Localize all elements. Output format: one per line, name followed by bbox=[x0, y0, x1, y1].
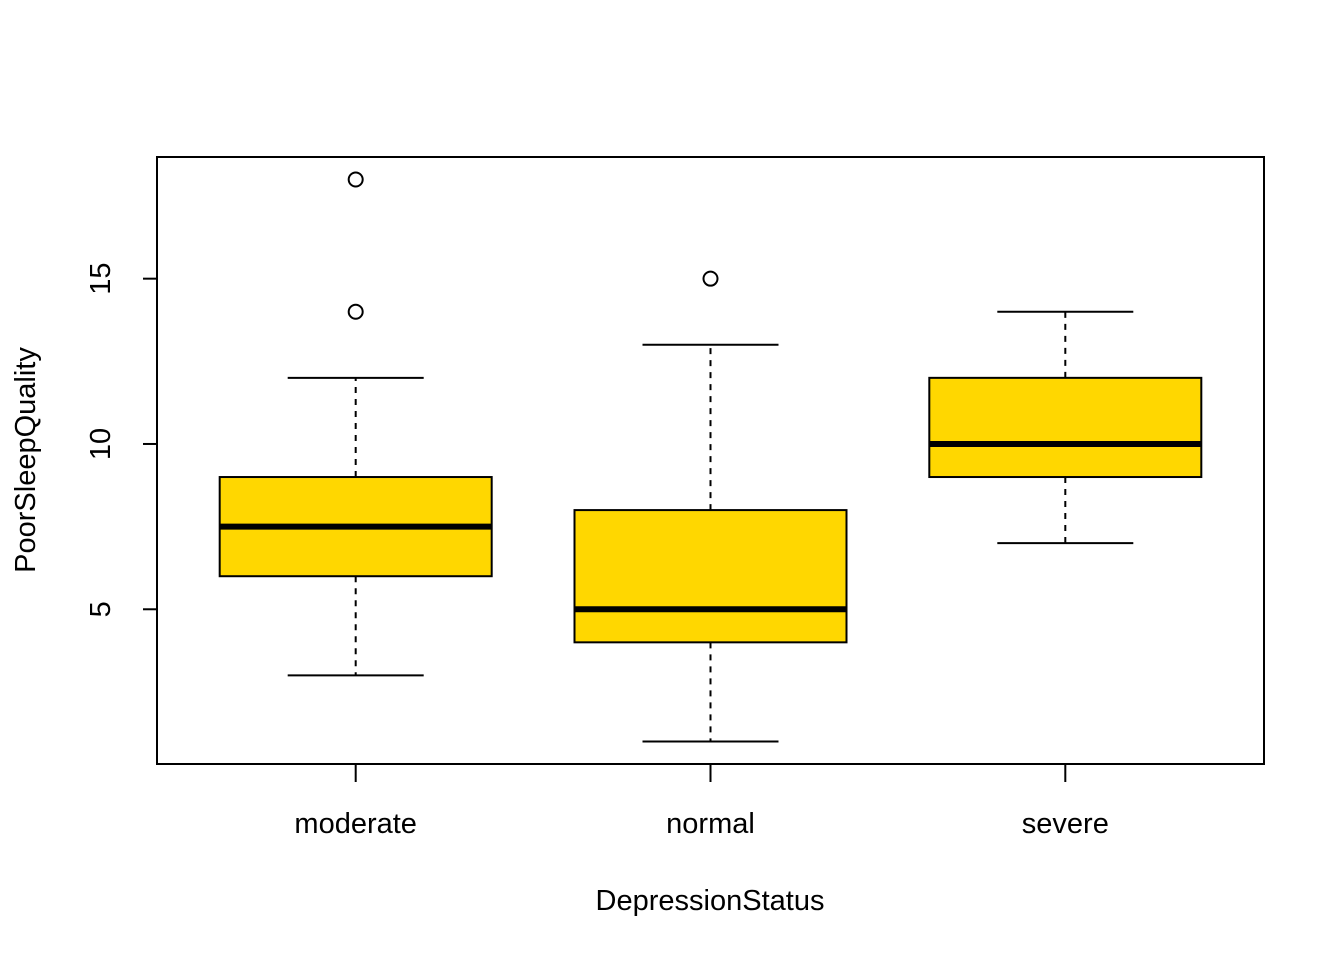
outlier-point bbox=[347, 171, 364, 188]
x-tick-label: severe bbox=[1022, 808, 1109, 840]
x-tick-label: normal bbox=[666, 808, 755, 840]
x-axis-title: DepressionStatus bbox=[596, 885, 825, 917]
outlier-point bbox=[702, 270, 719, 287]
outlier-point bbox=[347, 303, 364, 320]
x-tick-label: moderate bbox=[294, 808, 417, 840]
y-tick-label: 15 bbox=[85, 263, 117, 295]
box-iqr bbox=[573, 509, 848, 644]
box-iqr bbox=[928, 376, 1203, 479]
box-group-moderate bbox=[218, 171, 493, 677]
y-axis: 5 10 15 bbox=[85, 263, 157, 617]
box-group-normal bbox=[573, 270, 848, 743]
boxes-layer bbox=[218, 171, 1203, 743]
box-group-severe bbox=[928, 310, 1203, 545]
x-axis: moderate normal severe bbox=[294, 764, 1109, 840]
y-axis-title: PoorSleepQuality bbox=[10, 347, 42, 573]
y-tick-label: 10 bbox=[85, 428, 117, 460]
y-tick-label: 5 bbox=[85, 601, 117, 617]
